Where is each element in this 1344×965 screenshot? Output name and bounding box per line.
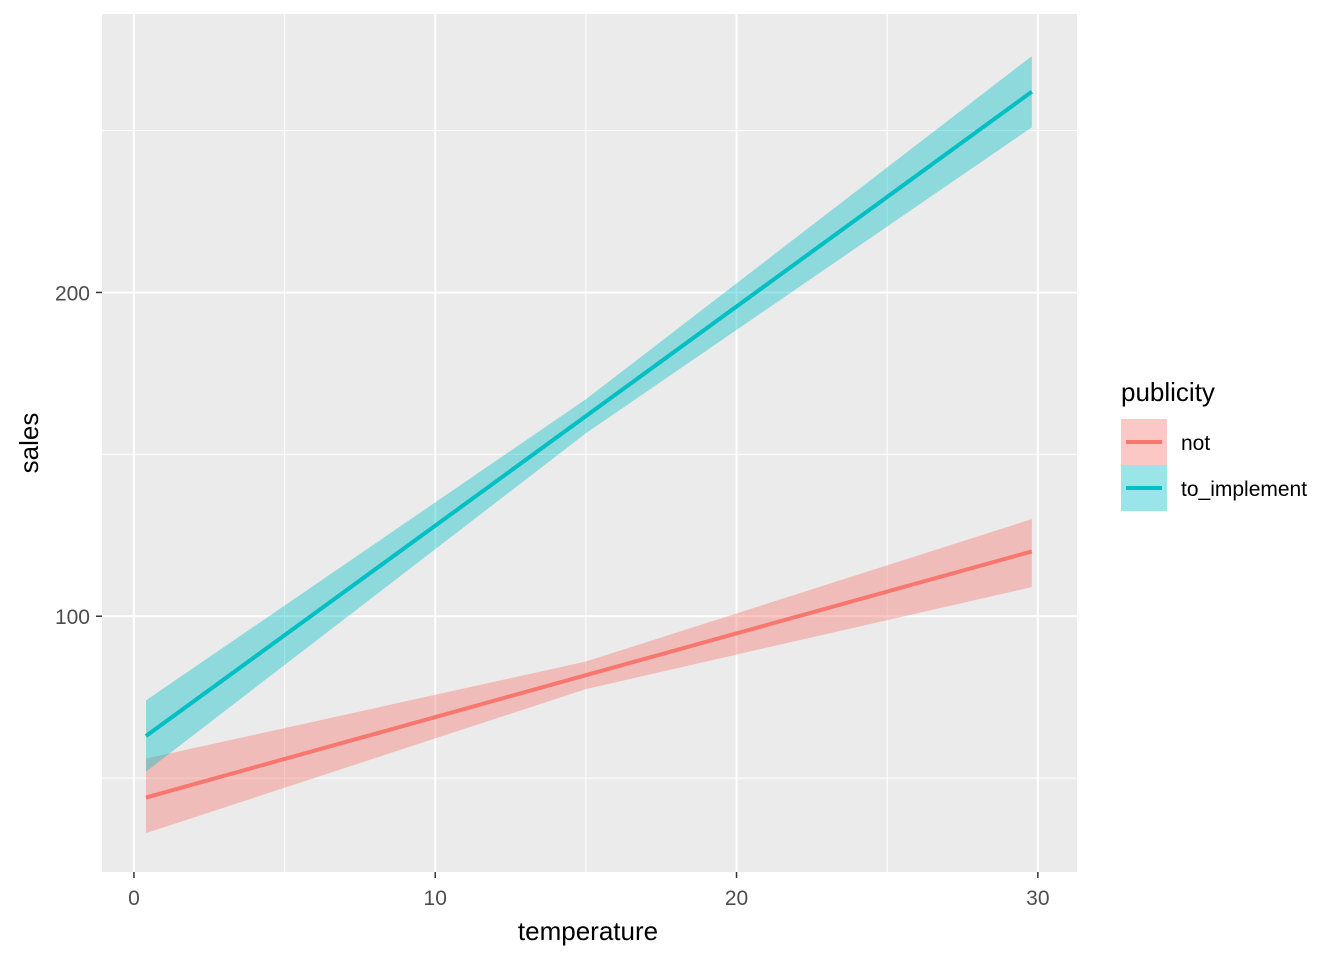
x-tick-label: 30 xyxy=(1026,887,1049,910)
legend: publicity not to_implement xyxy=(1121,377,1307,511)
legend-label-not: not xyxy=(1181,432,1210,455)
x-tick-label: 0 xyxy=(128,887,140,910)
x-tick-label: 10 xyxy=(424,887,447,910)
trend-line-to_implement xyxy=(144,90,1033,738)
x-axis-label: temperature xyxy=(518,916,658,946)
y-tick-label: 100 xyxy=(55,606,90,629)
y-tick-label: 200 xyxy=(55,282,90,305)
panel-background xyxy=(102,14,1077,872)
trend-line-not xyxy=(145,549,1033,800)
x-tick-label: 20 xyxy=(725,887,748,910)
legend-label-to_implement: to_implement xyxy=(1181,478,1307,501)
y-axis-label: sales xyxy=(14,413,44,474)
legend-title: publicity xyxy=(1121,377,1215,407)
